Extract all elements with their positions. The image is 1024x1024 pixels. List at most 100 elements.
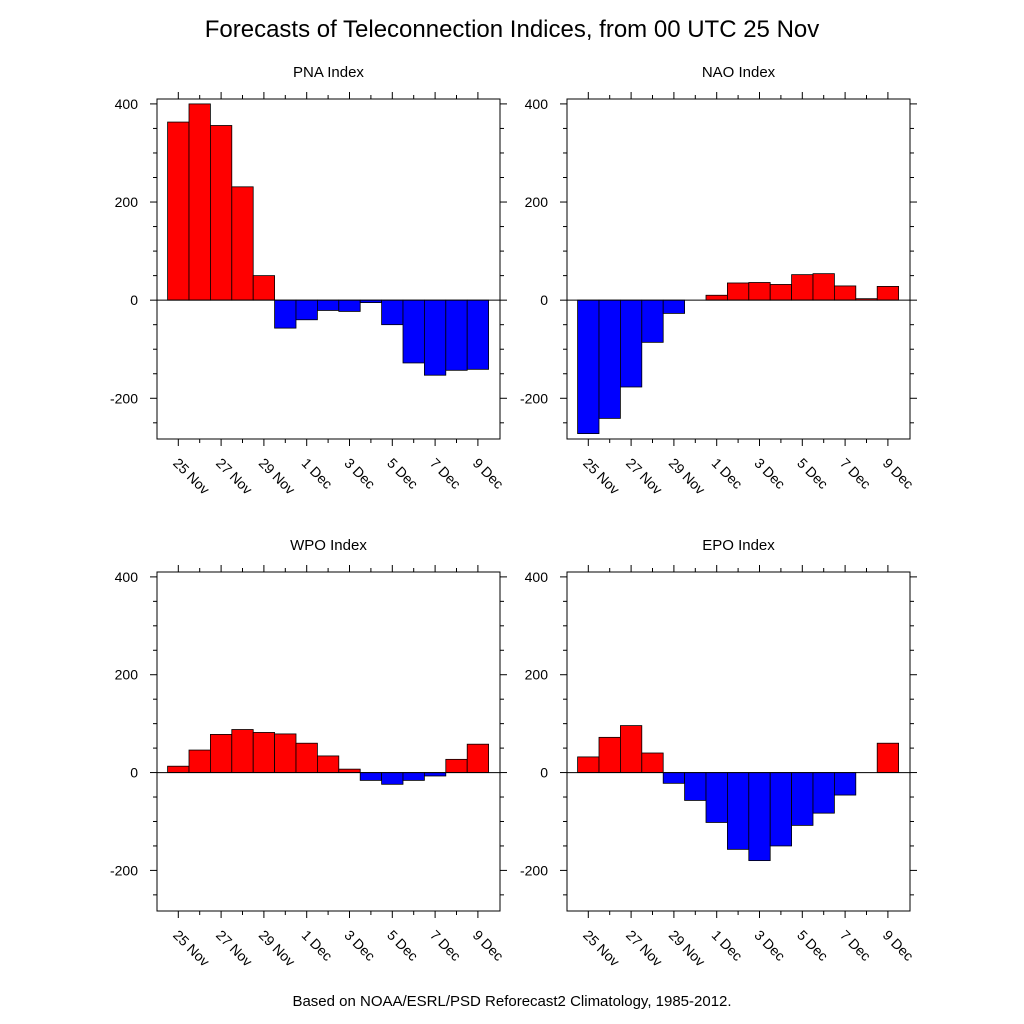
epo-bar (727, 772, 750, 850)
wpo-y-tick-label: 200 (115, 667, 139, 683)
wpo-bar (381, 772, 404, 785)
nao-panel-title: NAO Index (702, 64, 776, 81)
nao-x-tick-label: 9 Dec (880, 455, 917, 492)
nao-y-tick-label: -200 (520, 390, 548, 406)
nao-x-tick-label: 7 Dec (837, 455, 874, 492)
wpo-y-tick-label: -200 (110, 862, 138, 878)
pna-bar (274, 299, 297, 329)
pna-x-tick-label: 27 Nov (213, 455, 256, 498)
pna-bar (402, 299, 425, 364)
pna-y-tick-label: 0 (130, 292, 138, 308)
pna-x-tick-label: 29 Nov (256, 455, 299, 498)
nao-bar (876, 286, 900, 301)
nao-bar (598, 299, 621, 419)
nao-bar (769, 284, 793, 301)
epo-x-tick-label: 27 Nov (623, 927, 666, 970)
epo-x-tick-label: 9 Dec (880, 927, 917, 964)
epo-bar (641, 752, 664, 773)
epo-chart: EPO Index 400 200 0 -200 25 Nov 27 Nov 29 Nov 1 … (520, 537, 917, 969)
wpo-bar (231, 729, 254, 773)
epo-x-tick-label: 29 Nov (666, 927, 709, 970)
nao-x-tick-label: 5 Dec (794, 455, 831, 492)
nao-chart: NAO Index 400 200 0 -200 25 Nov 27 Nov 29 Nov 1 … (520, 64, 917, 497)
pna-y-tick-label: 400 (115, 96, 139, 112)
wpo-bar (295, 742, 318, 773)
nao-x-tick-label: 27 Nov (623, 455, 666, 498)
wpo-y-tick-label: 0 (130, 765, 138, 781)
wpo-bar (274, 733, 297, 773)
wpo-x-tick-label: 3 Dec (341, 927, 378, 964)
wpo-x-tick-label: 5 Dec (384, 927, 421, 964)
epo-bar (684, 772, 707, 801)
epo-bar (876, 742, 900, 773)
epo-x-tick-label: 1 Dec (709, 927, 746, 964)
wpo-x-tick-label: 29 Nov (256, 927, 299, 970)
nao-y-tick-label: 400 (525, 96, 549, 112)
nao-x-tick-label: 29 Nov (666, 455, 709, 498)
pna-bar (466, 299, 490, 370)
pna-y-tick-label: 200 (115, 194, 139, 210)
wpo-x-tick-label: 1 Dec (299, 927, 336, 964)
epo-x-tick-label: 5 Dec (794, 927, 831, 964)
epo-bar (705, 772, 728, 823)
epo-bar (598, 736, 621, 773)
wpo-x-tick-label: 27 Nov (213, 927, 256, 970)
wpo-y-tick-label: 400 (115, 569, 139, 585)
nao-bar (662, 299, 686, 314)
epo-bar (577, 756, 600, 773)
pna-bar (295, 299, 318, 321)
pna-bar (188, 103, 211, 301)
epo-bar (748, 772, 771, 862)
pna-bar (445, 299, 468, 371)
nao-bar (748, 282, 771, 301)
epo-bar (812, 772, 835, 814)
nao-y-tick-label: 0 (540, 292, 548, 308)
wpo-bar (338, 768, 361, 773)
epo-x-tick-label: 3 Dec (751, 927, 788, 964)
nao-x-tick-label: 25 Nov (580, 455, 623, 498)
epo-y-tick-label: -200 (520, 862, 548, 878)
epo-x-tick-label: 25 Nov (580, 927, 623, 970)
nao-bar (577, 299, 600, 434)
wpo-bar (209, 734, 233, 773)
pna-bar (167, 121, 190, 301)
nao-y-tick-label: 200 (525, 194, 549, 210)
nao-x-tick-label: 3 Dec (751, 455, 788, 492)
wpo-plot-frame (156, 571, 501, 912)
nao-bar (791, 274, 814, 301)
pna-x-tick-label: 3 Dec (341, 455, 378, 492)
nao-bar (812, 273, 835, 301)
pna-bar (316, 299, 340, 311)
nao-x-tick-label: 1 Dec (709, 455, 746, 492)
wpo-chart: WPO Index 400 200 0 -200 25 Nov 27 Nov 29 Nov 1 … (110, 537, 507, 969)
wpo-bar (466, 743, 490, 773)
wpo-panel-title: WPO Index (290, 537, 367, 554)
pna-bar (338, 299, 361, 312)
wpo-bar (423, 772, 447, 777)
footer-credit: Based on NOAA/ESRL/PSD Reforecast2 Clima… (292, 993, 732, 1010)
pna-x-tick-label: 1 Dec (299, 455, 336, 492)
epo-bar (791, 772, 814, 826)
wpo-bar (252, 732, 275, 773)
wpo-bar (402, 772, 425, 781)
pna-bar (209, 125, 233, 301)
pna-x-tick-label: 25 Nov (170, 455, 213, 498)
pna-chart: PNA Index 400 200 0 -200 25 Nov 27 Nov 29 Nov 1 … (110, 64, 507, 497)
nao-bar (834, 285, 857, 301)
epo-y-tick-label: 0 (540, 765, 548, 781)
wpo-bar (445, 758, 468, 773)
nao-bar (705, 294, 728, 301)
epo-bar (662, 772, 686, 784)
epo-x-tick-label: 7 Dec (837, 927, 874, 964)
pna-panel-title: PNA Index (293, 64, 364, 81)
wpo-bar (359, 772, 383, 781)
epo-panel-title: EPO Index (702, 537, 775, 554)
wpo-bar (188, 749, 211, 773)
epo-y-tick-label: 400 (525, 569, 549, 585)
pna-bar (231, 186, 254, 301)
epo-y-tick-label: 200 (525, 667, 549, 683)
wpo-x-tick-label: 25 Nov (170, 927, 213, 970)
epo-bar (620, 725, 643, 773)
wpo-bar (316, 755, 340, 773)
